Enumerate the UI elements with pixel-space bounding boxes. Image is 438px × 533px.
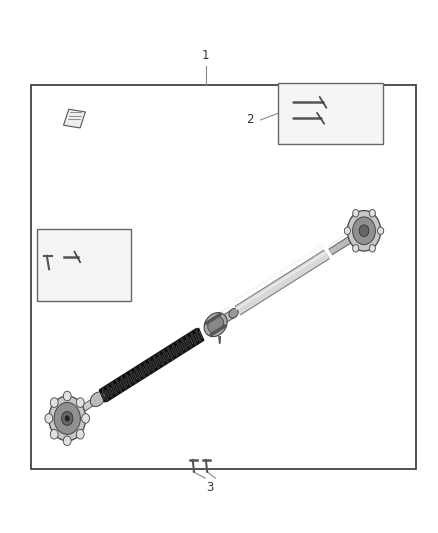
Circle shape <box>369 245 375 252</box>
Ellipse shape <box>229 309 238 318</box>
Text: 3: 3 <box>207 481 214 494</box>
Circle shape <box>76 430 84 439</box>
Circle shape <box>61 411 73 425</box>
Circle shape <box>65 416 69 421</box>
Circle shape <box>50 430 58 439</box>
Circle shape <box>369 209 375 217</box>
Circle shape <box>347 211 381 251</box>
Ellipse shape <box>90 392 105 407</box>
Circle shape <box>378 227 384 235</box>
Circle shape <box>353 217 375 245</box>
Circle shape <box>63 391 71 401</box>
Circle shape <box>353 245 359 252</box>
Polygon shape <box>219 336 221 343</box>
Text: 2: 2 <box>73 241 81 254</box>
Circle shape <box>63 436 71 446</box>
Bar <box>278 83 383 144</box>
Circle shape <box>54 402 81 434</box>
Polygon shape <box>64 109 85 128</box>
Text: 1: 1 <box>202 50 210 62</box>
Circle shape <box>353 209 359 217</box>
Bar <box>37 229 131 301</box>
Ellipse shape <box>204 312 227 337</box>
Circle shape <box>45 414 53 423</box>
Circle shape <box>76 398 84 407</box>
Circle shape <box>49 396 86 441</box>
Text: 2: 2 <box>246 114 254 126</box>
Circle shape <box>82 414 90 423</box>
Circle shape <box>344 227 350 235</box>
Ellipse shape <box>208 317 223 333</box>
Circle shape <box>50 398 58 407</box>
Circle shape <box>359 225 369 237</box>
Bar <box>31 85 416 469</box>
